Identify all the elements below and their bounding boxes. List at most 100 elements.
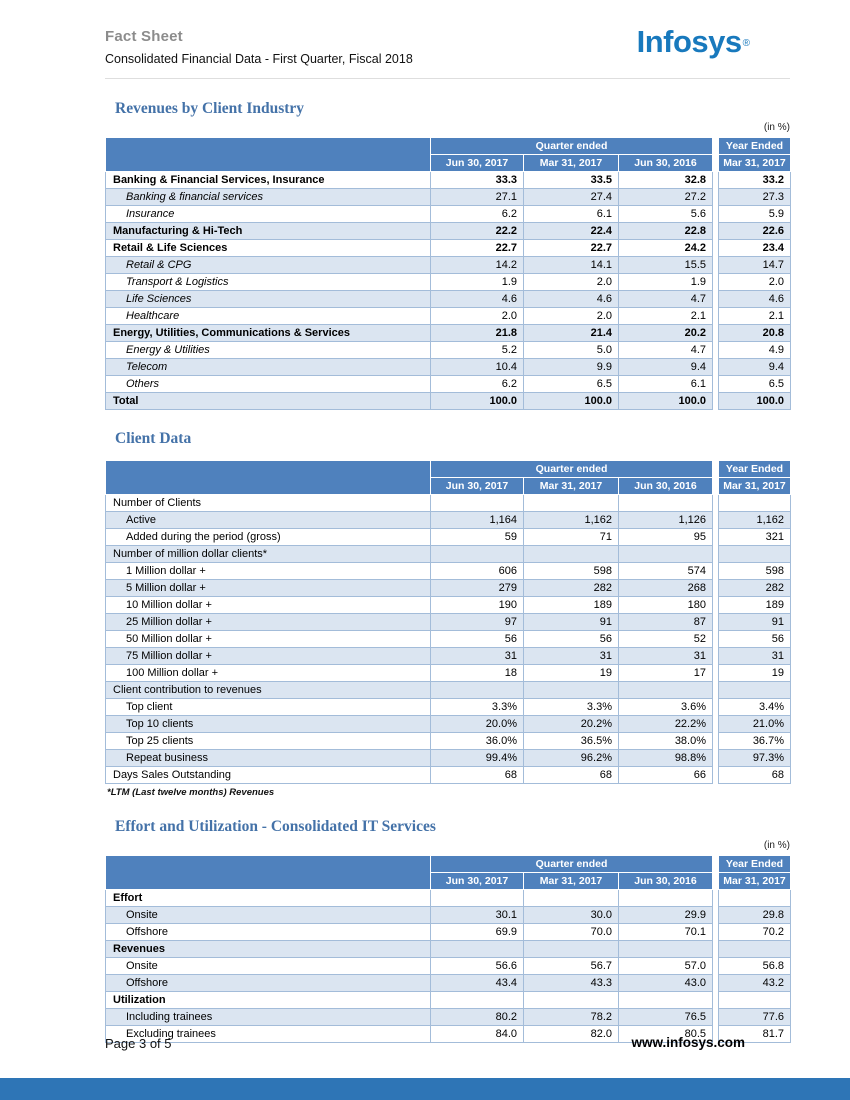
column-gap — [712, 324, 719, 342]
cell-value: 91 — [523, 613, 619, 631]
row-label: Top 10 clients — [105, 715, 431, 733]
cell-value: 80.2 — [430, 1008, 524, 1026]
row-label: Utilization — [105, 991, 431, 1009]
table-row: Added during the period (gross) 59 71 95 321 — [105, 528, 792, 546]
row-label: Offshore — [105, 923, 431, 941]
cell-value: 70.1 — [617, 923, 714, 941]
cell-value: 20.2 — [617, 324, 714, 342]
cell-value: 43.3 — [523, 974, 619, 992]
table-row: Onsite 56.6 56.7 57.0 56.8 — [105, 957, 792, 975]
cell-value — [617, 494, 714, 512]
table-row: Others 6.2 6.5 6.1 6.5 — [105, 375, 792, 393]
column-gap — [712, 341, 719, 359]
cell-value: 15.5 — [617, 256, 714, 274]
cell-value: 606 — [430, 562, 524, 580]
year-column-header: Mar 31, 2017 — [718, 872, 792, 890]
cell-value — [430, 889, 524, 907]
page-number: Page 3 of 5 — [105, 1036, 172, 1051]
row-label: Energy, Utilities, Communications & Serv… — [105, 324, 431, 342]
cell-value: 190 — [430, 596, 524, 614]
row-label: Days Sales Outstanding — [105, 766, 431, 784]
cell-value: 56 — [718, 630, 792, 648]
cell-value: 189 — [718, 596, 792, 614]
cell-value: 1.9 — [617, 273, 714, 291]
row-label: Excluding trainees — [105, 1025, 431, 1043]
quarter-ended-group-header: Quarter ended — [429, 855, 714, 873]
table-row: Top client 3.3% 3.3% 3.6% 3.4% — [105, 698, 792, 716]
column-gap — [712, 766, 719, 784]
cell-value: 23.4 — [718, 239, 792, 257]
cell-value: 14.7 — [718, 256, 792, 274]
cell-value — [718, 681, 792, 699]
cell-value — [523, 889, 619, 907]
cell-value — [617, 889, 714, 907]
cell-value: 2.0 — [523, 307, 619, 325]
website-link[interactable]: www.infosys.com — [631, 1035, 745, 1050]
cell-value: 68 — [718, 766, 792, 784]
table-header-row: Quarter ended Year Ended — [105, 460, 792, 495]
cell-value: 98.8% — [617, 749, 714, 767]
row-label: Manufacturing & Hi-Tech — [105, 222, 431, 240]
cell-value: 189 — [523, 596, 619, 614]
cell-value: 69.9 — [430, 923, 524, 941]
section-effort-and-utilization: Effort and Utilization - Consolidated IT… — [105, 818, 792, 1043]
table-header-row: Jun 30, 2017 Mar 31, 2017 Jun 30, 2016 Mar … — [106, 154, 792, 172]
cell-value — [617, 991, 714, 1009]
column-gap — [712, 171, 719, 189]
table-row: 10 Million dollar +190 189 180 189 — [105, 596, 792, 614]
column-gap — [712, 613, 719, 631]
table-row: Including trainees 80.2 78.2 76.5 77.6 — [105, 1008, 792, 1026]
row-label: Added during the period (gross) — [105, 528, 431, 546]
table-corner — [105, 855, 431, 890]
cell-value: 43.0 — [617, 974, 714, 992]
cell-value: 4.6 — [718, 290, 792, 308]
cell-value — [718, 991, 792, 1009]
cell-value: 321 — [718, 528, 792, 546]
cell-value: 4.9 — [718, 341, 792, 359]
section-title-client-data: Client Data — [115, 430, 192, 447]
cell-value: 95 — [617, 528, 714, 546]
cell-value: 6.2 — [430, 375, 524, 393]
client-data-table: Quarter ended Year Ended Jun 30, 2017 Mar 3… — [105, 460, 792, 784]
column-gap — [712, 205, 719, 223]
cell-value: 56.8 — [718, 957, 792, 975]
cell-value: 71 — [523, 528, 619, 546]
row-label: Telecom — [105, 358, 431, 376]
table-row: 5 Million dollar +279 282 268 282 — [105, 579, 792, 597]
cell-value — [430, 494, 524, 512]
cell-value: 68 — [430, 766, 524, 784]
cell-value: 598 — [523, 562, 619, 580]
column-gap — [712, 273, 719, 291]
cell-value: 17 — [617, 664, 714, 682]
cell-value: 18 — [430, 664, 524, 682]
cell-value: 22.8 — [617, 222, 714, 240]
cell-value: 91 — [718, 613, 792, 631]
cell-value: 70.2 — [718, 923, 792, 941]
cell-value: 81.7 — [718, 1025, 792, 1043]
cell-value: 21.8 — [430, 324, 524, 342]
cell-value: 22.7 — [523, 239, 619, 257]
cell-value: 80.5 — [617, 1025, 714, 1043]
year-ended-group-header: Year Ended — [718, 855, 792, 873]
table-row: Client contribution to revenues — [105, 681, 792, 699]
column-gap — [712, 698, 719, 716]
cell-value: 20.0% — [430, 715, 524, 733]
cell-value: 1,162 — [718, 511, 792, 529]
table-row: 50 Million dollar +56 56 52 56 — [105, 630, 792, 648]
cell-value: 27.3 — [718, 188, 792, 206]
cell-value: 59 — [430, 528, 524, 546]
table-row: Active 1,164 1,162 1,126 1,162 — [105, 511, 792, 529]
cell-value: 82.0 — [523, 1025, 619, 1043]
year-ended-group-header: Year Ended — [718, 460, 792, 478]
cell-value — [523, 681, 619, 699]
column-gap — [712, 239, 719, 257]
cell-value: 24.2 — [617, 239, 714, 257]
cell-value: 27.1 — [430, 188, 524, 206]
year-column-header: Mar 31, 2017 — [718, 477, 792, 495]
cell-value: 30.0 — [523, 906, 619, 924]
quarter-column-header: Jun 30, 2017 — [430, 154, 524, 172]
section-client-data: Client Data Quarter ended Year Ended Jun 3… — [105, 430, 792, 798]
cell-value: 36.7% — [718, 732, 792, 750]
cell-value: 100.0 — [718, 392, 792, 410]
row-label: Top 25 clients — [105, 732, 431, 750]
